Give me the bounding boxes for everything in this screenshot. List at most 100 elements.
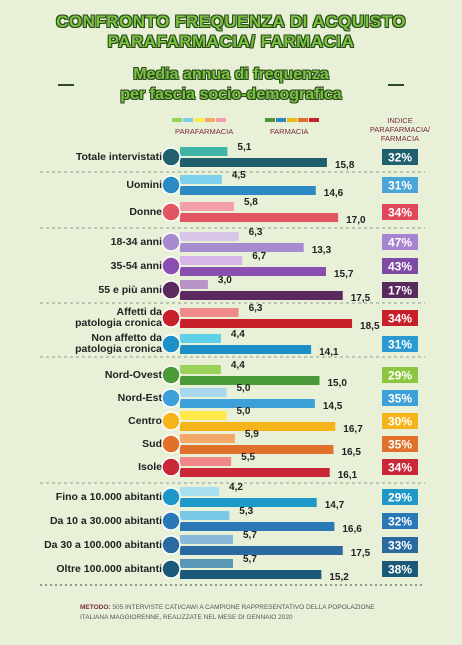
bar [180, 399, 315, 408]
icon [161, 308, 181, 328]
bar [180, 175, 222, 184]
value-label: 15,0 [328, 378, 348, 389]
index-box [382, 336, 418, 352]
category-label: Totale intervistati [75, 150, 162, 163]
index-label: 43% [388, 260, 412, 274]
icon [161, 388, 181, 408]
index-box [382, 177, 418, 193]
bar [180, 202, 234, 211]
value-label: 17,0 [346, 215, 366, 226]
method-note: METODO: 505 INTERVISTE CATI/CAWI A CAMPI… [80, 603, 380, 623]
bar [180, 319, 353, 328]
index-label: 31% [388, 338, 412, 352]
value-label: 4,5 [232, 170, 246, 181]
value-label: 17,5 [351, 293, 371, 304]
value-label: 17,5 [351, 548, 371, 559]
value-label: 16,6 [342, 524, 362, 535]
bar [180, 535, 234, 544]
category-label: Da 30 a 100.000 abitanti [44, 538, 162, 551]
method-text: 505 INTERVISTE CATI/CAWI A CAMPIONE RAPP… [80, 604, 375, 621]
index-box [382, 537, 418, 553]
icon [161, 202, 181, 222]
bar [180, 232, 239, 241]
index-label: 31% [388, 179, 412, 193]
index-box [382, 489, 418, 505]
value-label: 5,9 [245, 429, 259, 440]
icon [161, 334, 181, 354]
bar [180, 434, 235, 443]
value-label: 5,7 [243, 530, 257, 541]
value-label: 15,8 [335, 160, 355, 171]
category-label: 35-54 anni [110, 259, 162, 272]
bar [180, 267, 327, 276]
icon [161, 232, 181, 252]
category-label: Da 10 a 30.000 abitanti [49, 514, 162, 527]
index-label: 47% [388, 236, 412, 250]
index-label: 30% [388, 415, 412, 429]
icon [161, 147, 181, 167]
bar [180, 498, 317, 507]
bar [180, 334, 221, 343]
index-box [382, 204, 418, 220]
value-label: 6,3 [249, 303, 263, 314]
value-label: 14,5 [323, 401, 343, 412]
bar [180, 376, 320, 385]
category-label: Nord-Est [117, 391, 162, 404]
category-label: Isole [138, 460, 162, 473]
index-label: 32% [388, 515, 412, 529]
bar [180, 546, 343, 555]
bar [180, 411, 227, 420]
value-label: 18,5 [360, 321, 380, 332]
category-label: Nord-Ovest [104, 368, 162, 381]
icon [161, 365, 181, 385]
index-box [382, 149, 418, 165]
legend-entry: PARAFARMACIA [175, 127, 234, 136]
value-label: 4,4 [231, 360, 245, 371]
category-label: Oltre 100.000 abitanti [56, 562, 162, 575]
index-label: 34% [388, 312, 412, 326]
bar [180, 147, 228, 156]
index-box [382, 367, 418, 383]
index-label: 29% [388, 369, 412, 383]
title: PARAFARMACIA/ FARMACIA [107, 32, 355, 51]
category-label: Affetti da patologia cronica [75, 306, 162, 329]
category-label: Centro [128, 414, 162, 427]
legend-swatches [172, 118, 319, 122]
icon [161, 280, 181, 300]
index-box [382, 513, 418, 529]
icon [161, 511, 181, 531]
index-label: 29% [388, 491, 412, 505]
value-label: 14,1 [319, 347, 339, 358]
bar [180, 308, 239, 317]
index-box [382, 561, 418, 577]
index-label: 34% [388, 461, 412, 475]
category-label: Donne [129, 205, 162, 218]
bar [180, 445, 334, 454]
index-label: 17% [388, 284, 412, 298]
bar [180, 422, 336, 431]
legend-entry: INDICE PARAFARMACIA/ FARMACIA [369, 116, 431, 143]
value-label: 3,0 [218, 275, 232, 286]
value-label: 4,4 [231, 329, 245, 340]
value-label: 5,1 [237, 142, 251, 153]
bar [180, 365, 221, 374]
title: CONFRONTO FREQUENZA DI ACQUISTO [56, 12, 406, 31]
bar [180, 243, 304, 252]
value-label: 5,5 [241, 452, 255, 463]
bar [180, 256, 243, 265]
icon [161, 175, 181, 195]
bar [180, 511, 230, 520]
value-label: 13,3 [312, 245, 332, 256]
bar [180, 570, 322, 579]
value-label: 16,7 [343, 424, 363, 435]
bar [180, 457, 232, 466]
bar [180, 213, 339, 222]
index-box [382, 390, 418, 406]
icon [161, 535, 181, 555]
category-label: Sud [142, 437, 162, 450]
bar [180, 280, 208, 289]
bar [180, 186, 316, 195]
index-label: 35% [388, 392, 412, 406]
icon [161, 411, 181, 431]
